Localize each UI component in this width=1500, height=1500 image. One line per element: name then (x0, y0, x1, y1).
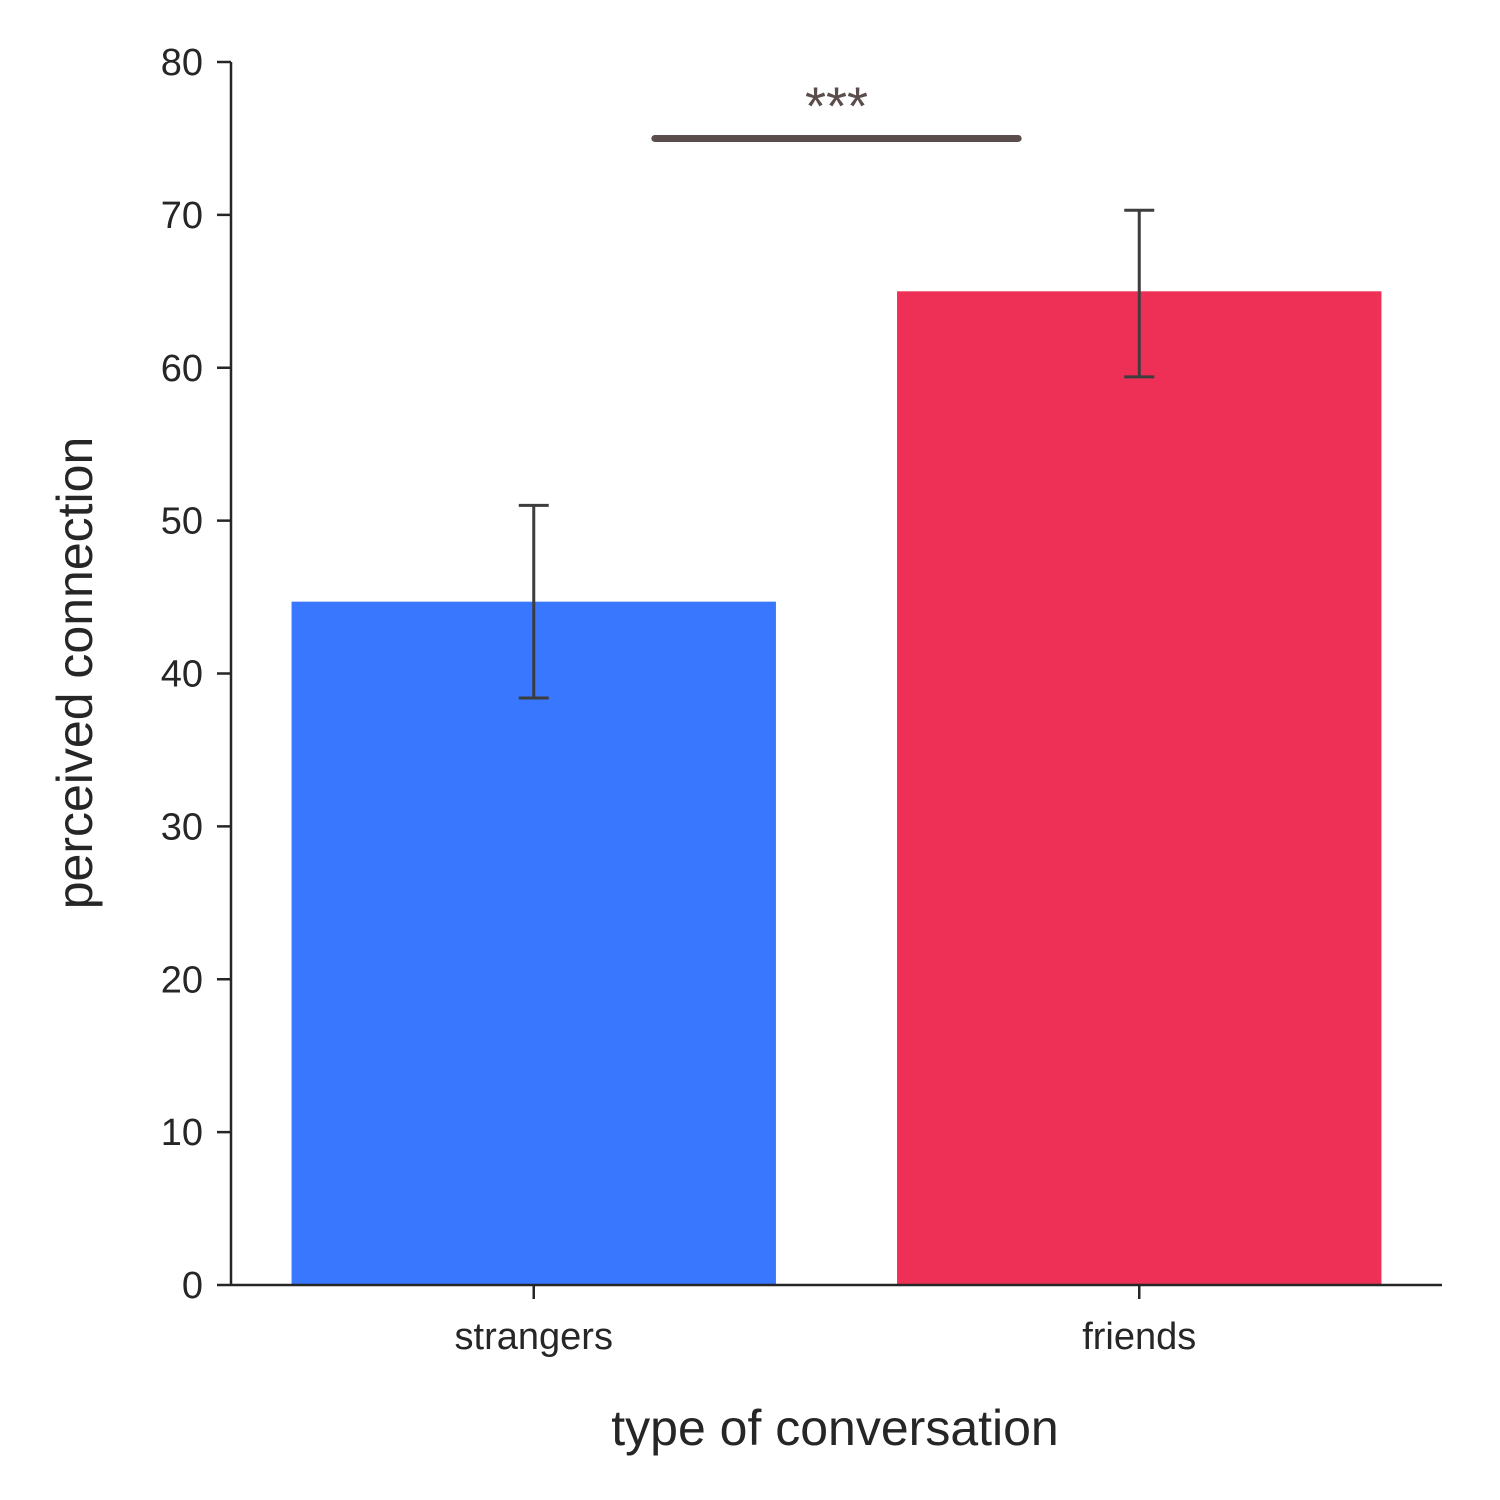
error-bars-group (518, 208, 1155, 700)
y-axis-label: perceived connection (47, 437, 103, 910)
y-tick-label-40: 40 (161, 654, 203, 696)
x-axis-label: type of conversation (611, 1400, 1059, 1456)
y-tick-label-50: 50 (161, 501, 203, 543)
x-tick-label-strangers: strangers (455, 1316, 613, 1358)
x-axis: strangers friends (231, 1283, 1442, 1358)
significance-annotation: *** (651, 76, 1022, 142)
y-axis: 0 10 20 30 40 50 60 70 80 (161, 42, 233, 1307)
bars-group (291, 291, 1382, 1285)
x-tick-label-friends: friends (1082, 1316, 1196, 1358)
y-tick-label-10: 10 (161, 1112, 203, 1154)
significance-label: *** (805, 76, 868, 136)
y-tick-label-80: 80 (161, 42, 203, 84)
bar-friends (897, 291, 1382, 1285)
y-tick-label-70: 70 (161, 195, 203, 237)
bar-strangers (291, 601, 776, 1285)
y-tick-label-20: 20 (161, 959, 203, 1001)
y-tick-label-0: 0 (182, 1265, 203, 1307)
y-tick-label-30: 30 (161, 806, 203, 848)
y-tick-label-60: 60 (161, 348, 203, 390)
